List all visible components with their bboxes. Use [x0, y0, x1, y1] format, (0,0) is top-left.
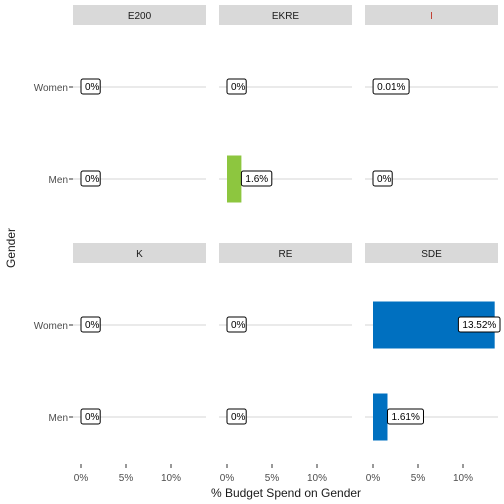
data-label: 1.61% [391, 412, 419, 423]
data-label: 0% [377, 174, 392, 185]
facet-k: K 0% Women 0% Men 0% 5% 10% [34, 243, 206, 484]
y-tick-label: Women [34, 83, 68, 94]
facet-strip [219, 5, 352, 25]
facet-title: K [136, 249, 143, 260]
x-tick-label: 10% [307, 473, 327, 484]
x-tick-label: 0% [220, 473, 235, 484]
facet-title: RE [279, 249, 293, 260]
y-tick-label: Men [49, 413, 68, 424]
data-label-box [226, 316, 247, 333]
data-label: 13.52% [462, 320, 496, 331]
facet-e200: E200 0% Women 0% Men [34, 5, 206, 187]
x-tick-label: 0% [366, 473, 381, 484]
bar-men [227, 155, 242, 203]
data-label-box [386, 408, 424, 425]
facet-panels: E200 0% Women 0% Men EKRE 0% 1.6% I 0.01% 0% K 0% Wom… [34, 5, 501, 484]
data-label: 0% [85, 82, 100, 93]
x-axis-title: % Budget Spend on Gender [211, 486, 361, 500]
facet-strip [73, 243, 206, 263]
facet-strip [365, 243, 498, 263]
x-tick-label: 0% [74, 473, 89, 484]
facet-title: SDE [421, 249, 442, 260]
data-label-box [226, 78, 247, 95]
x-tick-label: 5% [265, 473, 280, 484]
facet-ekre: EKRE 0% 1.6% [219, 5, 352, 203]
facet-strip [219, 243, 352, 263]
data-label-box [80, 170, 101, 187]
facet-title: EKRE [272, 11, 300, 22]
data-label-box [80, 408, 101, 425]
x-tick-label: 10% [453, 473, 473, 484]
data-label-box [80, 316, 101, 333]
facet-strip [365, 5, 498, 25]
data-label: 0.01% [377, 82, 405, 93]
data-label: 0% [231, 320, 246, 331]
data-label-box [80, 78, 101, 95]
data-label-box [457, 316, 501, 333]
data-label: 0% [85, 174, 100, 185]
facet-strip [73, 5, 206, 25]
facet-re: RE 0% 0% 0% 5% 10% [219, 243, 352, 484]
data-label-box [240, 170, 273, 187]
y-axis-title: Gender [4, 228, 18, 268]
data-label-box [372, 170, 393, 187]
data-label: 0% [231, 412, 246, 423]
data-label: 0% [85, 412, 100, 423]
data-label: 1.6% [245, 174, 268, 185]
data-label: 0% [231, 82, 246, 93]
facet-title: E200 [128, 11, 152, 22]
data-label-box [372, 78, 410, 95]
facet-sde: SDE 13.52% 1.61% 0% 5% 10% [365, 243, 501, 484]
data-label: 0% [85, 320, 100, 331]
facet-i: I 0.01% 0% [365, 5, 498, 187]
y-tick-label: Men [49, 175, 68, 186]
data-label-box [226, 408, 247, 425]
bar-men [373, 393, 388, 441]
x-tick-label: 5% [411, 473, 426, 484]
facet-title: I [430, 11, 433, 22]
y-tick-label: Women [34, 321, 68, 332]
x-tick-label: 10% [161, 473, 181, 484]
x-tick-label: 5% [119, 473, 134, 484]
